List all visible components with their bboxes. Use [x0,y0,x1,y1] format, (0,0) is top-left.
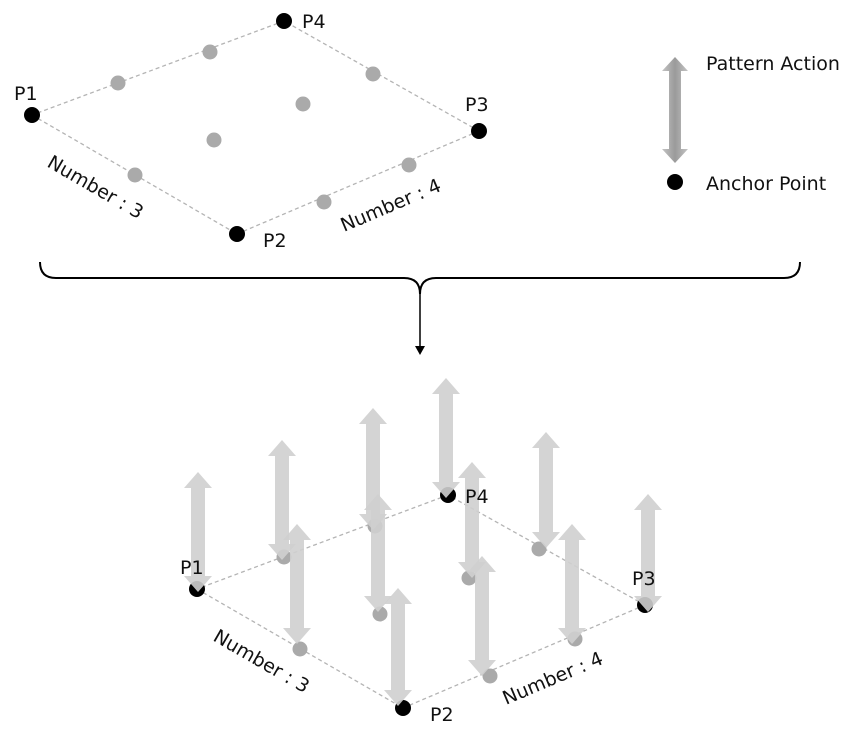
pattern-action-arrows [184,378,662,706]
top-edge-p2-p3 [236,130,480,235]
pattern-action-arrow [468,556,496,676]
anchor-dot-icon [667,174,683,190]
pattern-point [482,668,498,684]
bracket-connector [39,261,801,355]
bottom-panel: P1 P2 P3 P4 Number : 3 Number : 4 [180,378,662,726]
label-number-side-b: Number : 4 [499,648,606,710]
top-edge-p4-p1 [31,20,285,116]
pattern-point [531,541,547,557]
pattern-action-arrow [634,494,662,612]
legend-anchor-point: Anchor Point [667,173,826,195]
label-number-side-a: Number : 3 [44,151,148,224]
top-anchor-points [24,13,487,242]
top-edge-p3-p4 [283,20,480,132]
label-p2: P2 [430,704,454,726]
pattern-action-arrow [432,378,460,498]
label-p3: P3 [632,568,656,590]
label-p1: P1 [14,83,38,105]
pattern-point [401,157,417,173]
bracket [39,261,801,295]
pattern-action-arrow [364,494,392,612]
pattern-point [127,167,143,183]
bottom-edge-p3-p4 [447,494,646,606]
bottom-edge-p4-p1 [196,494,449,590]
label-p3: P3 [465,94,489,116]
top-panel: P1 P2 P3 P4 Number : 3 Number : 4 [14,11,489,252]
legend-anchor-point-label: Anchor Point [706,173,826,195]
label-p4: P4 [302,11,326,33]
pattern-action-arrow [532,432,560,548]
down-arrow-icon [415,346,425,355]
pattern-point [295,96,311,112]
bottom-edge-p1-p2 [196,588,404,709]
anchor-point-p3 [471,123,487,139]
pattern-point [372,606,388,622]
pattern-action-arrow [283,524,311,644]
bottom-edge-p2-p3 [402,604,646,709]
pattern-action-arrow [268,440,296,560]
bottom-pattern-points [276,518,583,684]
top-pattern-points [110,44,417,210]
pattern-action-arrow [184,472,212,592]
bottom-grid-lines [196,494,646,709]
legend-pattern-action: Pattern Action [662,53,840,163]
double-arrow-icon [662,57,688,163]
anchor-point-p2 [229,226,245,242]
pattern-action-arrow [458,462,486,578]
pattern-point [206,132,222,148]
pattern-point [292,641,308,657]
bottom-anchor-points [189,487,653,716]
pattern-point [316,194,332,210]
anchor-point-p1 [24,107,40,123]
pattern-point [202,44,218,60]
anchor-point-p4 [276,13,292,29]
label-p4: P4 [465,486,489,508]
pattern-point [110,75,126,91]
pattern-action-arrow [384,588,412,706]
top-edge-p1-p2 [31,114,238,235]
label-p2: P2 [263,230,287,252]
top-grid-lines [31,20,480,235]
legend: Pattern Action Anchor Point [662,53,840,195]
label-p1: P1 [180,557,204,579]
pattern-action-arrow [558,524,586,644]
pattern-point [365,66,381,82]
legend-pattern-action-label: Pattern Action [706,53,840,75]
